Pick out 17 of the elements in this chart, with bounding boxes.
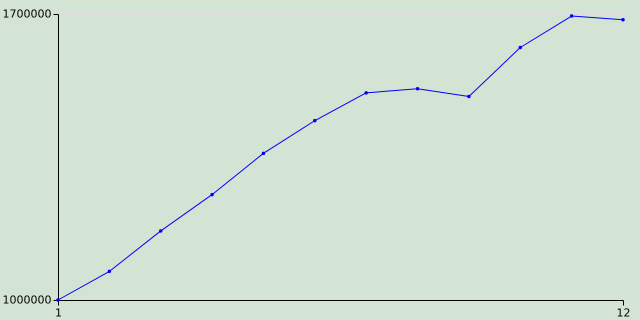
y-tick-label: 1000000 [2, 294, 52, 306]
point [313, 118, 317, 122]
point [210, 192, 214, 196]
point [262, 152, 266, 156]
line-series [56, 14, 625, 302]
point [416, 87, 420, 90]
point [364, 91, 368, 95]
point [467, 94, 471, 98]
point [56, 298, 60, 302]
point [570, 14, 574, 18]
point [621, 18, 625, 22]
point [158, 229, 162, 233]
x-tick-label: 12 [616, 306, 630, 320]
point [108, 270, 112, 274]
point [518, 46, 522, 50]
y-tick-label: 1700000 [2, 8, 52, 20]
x-tick-label: 1 [55, 306, 62, 320]
